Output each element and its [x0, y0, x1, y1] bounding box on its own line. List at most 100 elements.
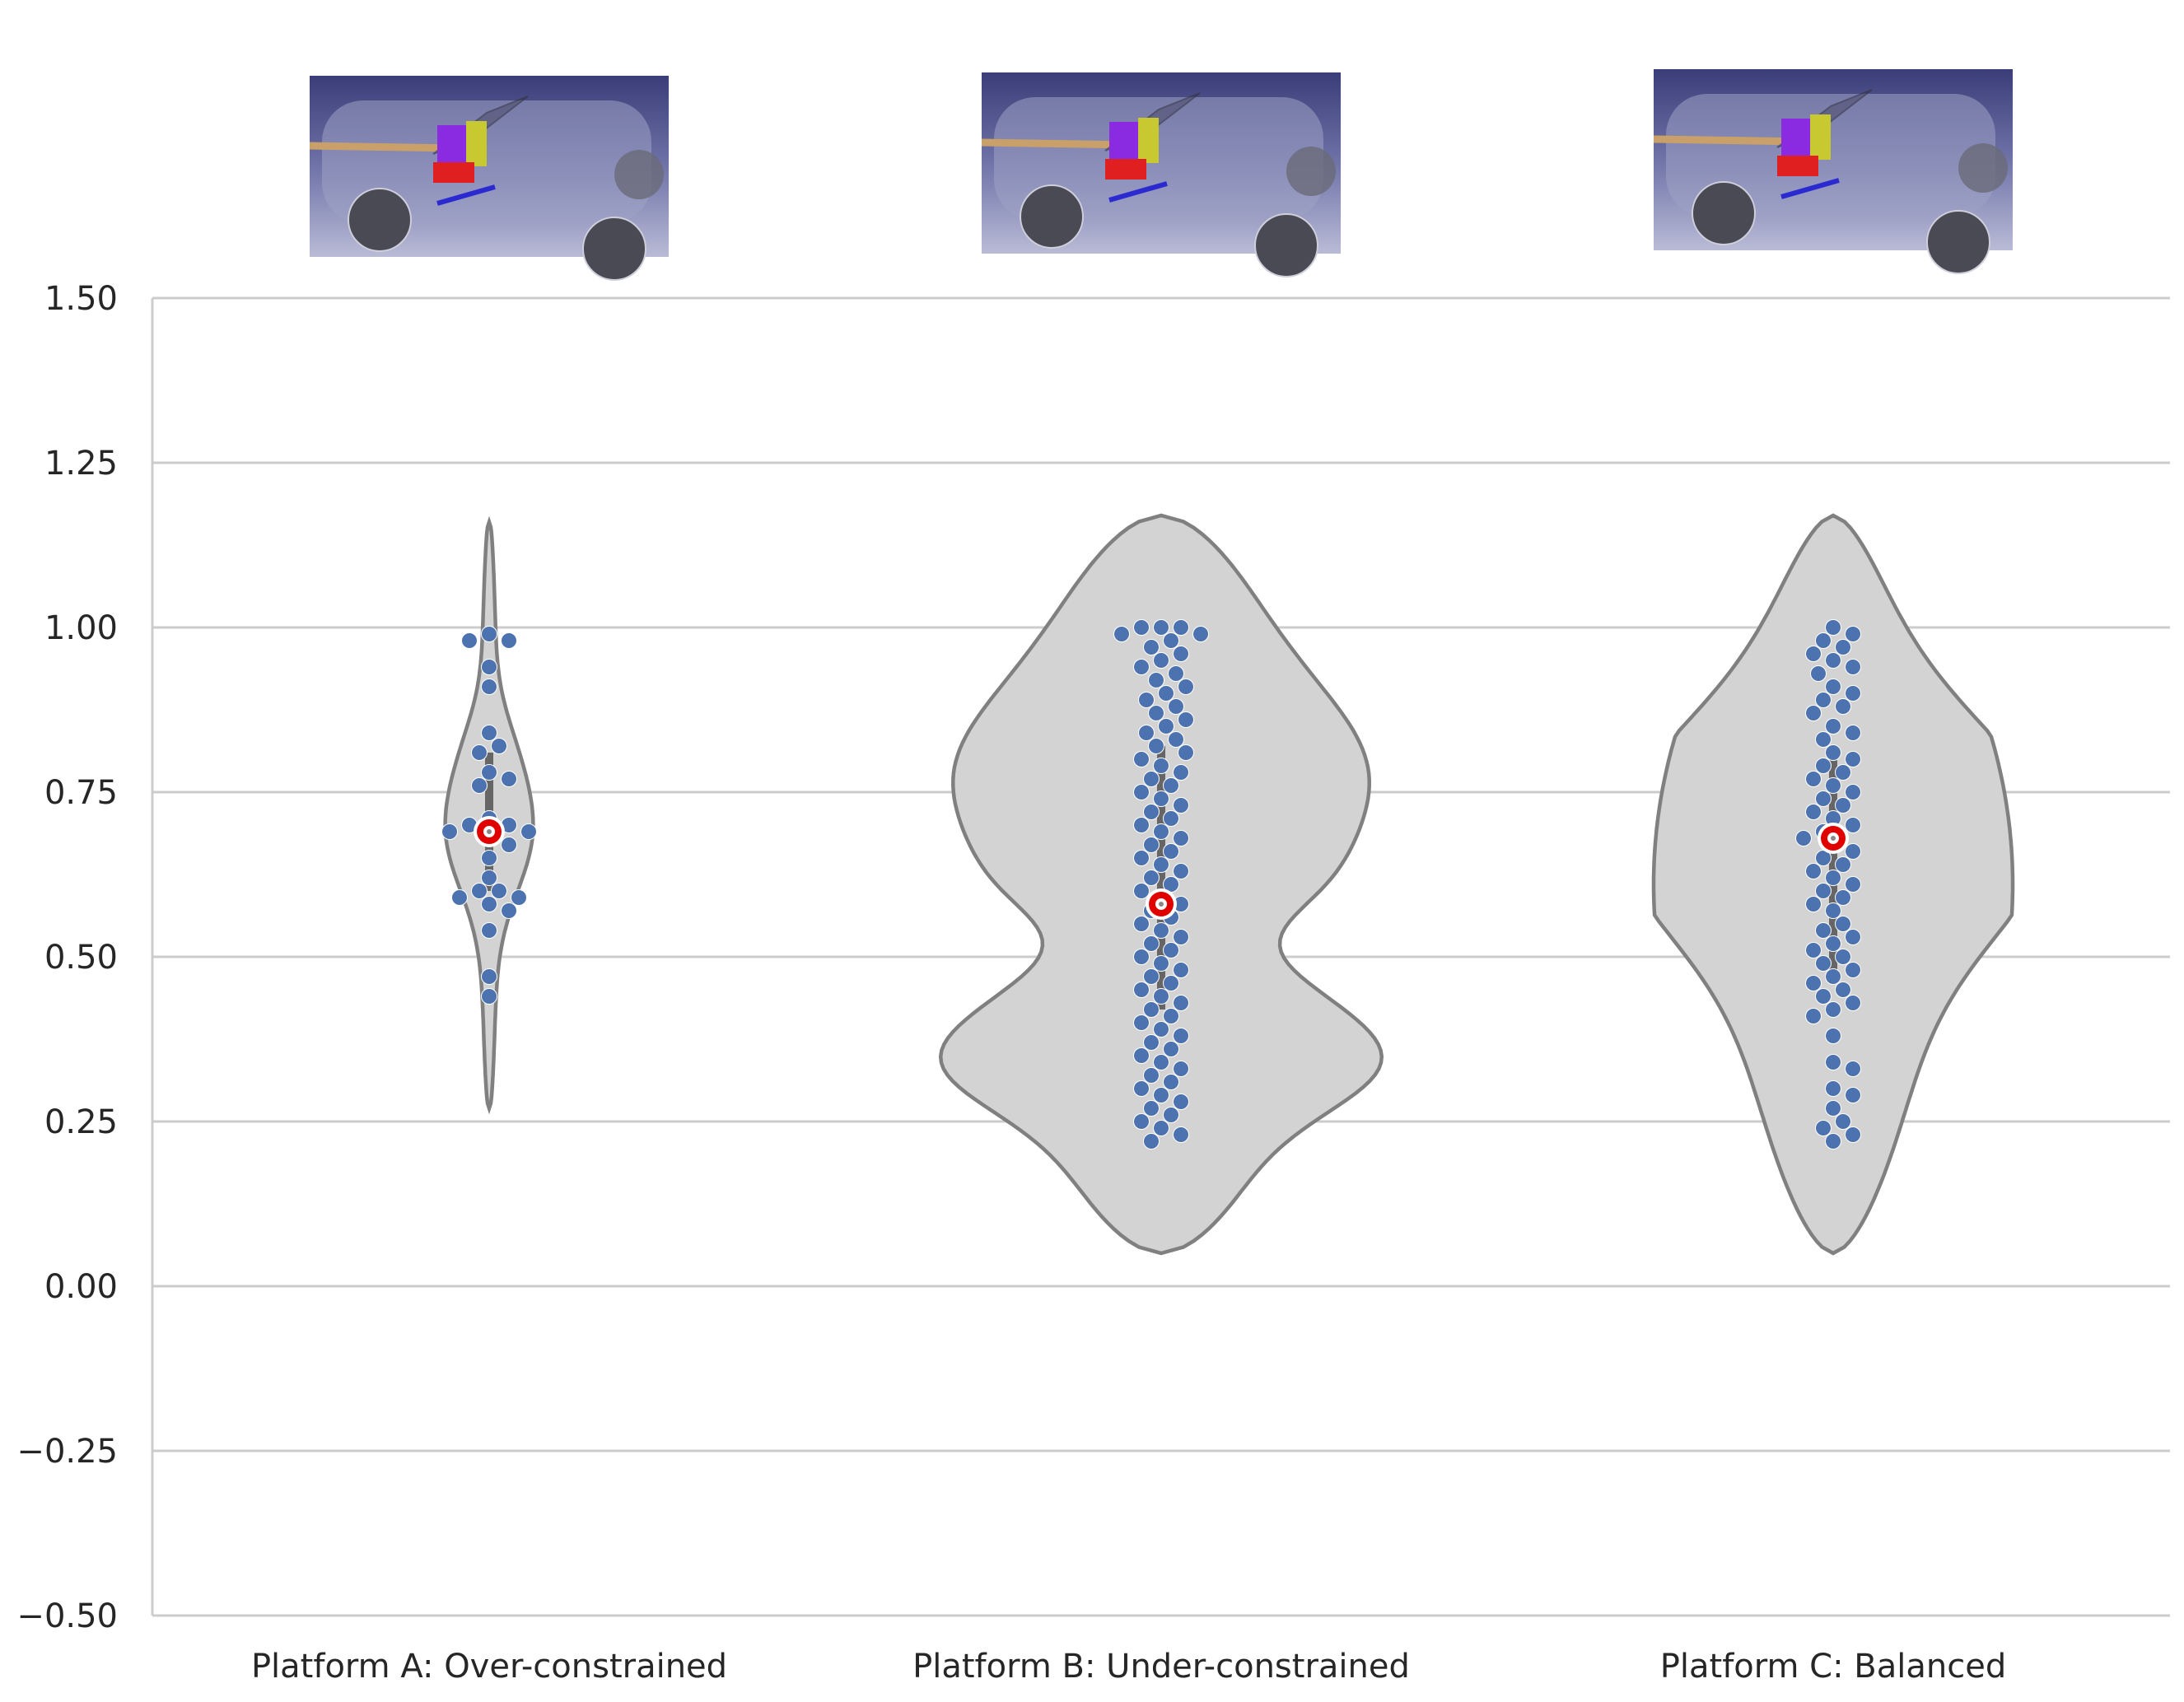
- data-point: [1845, 1061, 1861, 1077]
- median-marker-dot: [1831, 836, 1836, 841]
- data-point: [481, 988, 497, 1005]
- data-point: [1173, 619, 1189, 636]
- data-point: [481, 968, 497, 985]
- data-point: [1845, 725, 1861, 741]
- data-point: [1153, 619, 1169, 636]
- data-point: [1113, 626, 1130, 642]
- data-point: [501, 771, 517, 787]
- data-point: [1810, 665, 1827, 682]
- data-point: [1143, 1034, 1160, 1051]
- y-tick-label: −0.50: [16, 1597, 118, 1635]
- data-point: [1825, 744, 1841, 761]
- data-point: [461, 632, 478, 649]
- data-point: [1825, 1001, 1841, 1018]
- data-point: [1163, 975, 1179, 991]
- data-point: [491, 738, 507, 754]
- data-point: [1845, 784, 1861, 800]
- data-point: [1173, 1061, 1189, 1077]
- data-point: [1148, 672, 1164, 688]
- y-tick-label: 1.25: [44, 445, 118, 483]
- data-point: [1805, 942, 1822, 958]
- data-point: [511, 889, 527, 906]
- data-point: [1192, 626, 1209, 642]
- data-point: [1835, 764, 1851, 781]
- data-point: [481, 870, 497, 886]
- violins: [443, 513, 2015, 1256]
- data-point: [1835, 698, 1851, 715]
- data-point: [1143, 1001, 1160, 1018]
- data-point: [481, 678, 497, 695]
- data-point: [1173, 1126, 1189, 1143]
- data-point: [1845, 659, 1861, 675]
- data-point: [1815, 988, 1832, 1005]
- data-point: [1845, 1126, 1861, 1143]
- data-point: [1153, 922, 1169, 939]
- data-point: [1153, 1120, 1169, 1136]
- y-tick-label: 0.25: [44, 1103, 118, 1141]
- data-point: [481, 850, 497, 866]
- data-point: [1825, 968, 1841, 985]
- data-point: [1845, 876, 1861, 893]
- data-point: [1153, 1087, 1169, 1103]
- data-point: [1143, 639, 1160, 655]
- data-point: [1133, 751, 1150, 767]
- data-point: [1815, 632, 1832, 649]
- data-point: [1143, 1067, 1160, 1084]
- data-point: [1845, 995, 1861, 1011]
- data-point: [441, 823, 458, 840]
- data-point: [1835, 916, 1851, 932]
- data-point: [1133, 850, 1150, 866]
- data-point: [1148, 738, 1164, 754]
- data-point: [1825, 902, 1841, 919]
- data-point: [1825, 1133, 1841, 1149]
- data-point: [1845, 929, 1861, 945]
- x-tick-label: Platform A: Over-constrained: [251, 1648, 727, 1686]
- data-point: [1825, 1028, 1841, 1044]
- data-point: [1825, 619, 1841, 636]
- data-point: [1825, 870, 1841, 886]
- data-point: [1795, 830, 1812, 846]
- data-point: [501, 837, 517, 853]
- data-point: [1805, 1008, 1822, 1024]
- data-point: [1133, 883, 1150, 899]
- data-point: [1805, 705, 1822, 721]
- data-point: [1163, 1107, 1179, 1123]
- data-point: [1815, 790, 1832, 807]
- data-point: [1143, 968, 1160, 985]
- data-point: [1845, 1087, 1861, 1103]
- data-point: [1133, 1113, 1150, 1130]
- data-point: [1173, 797, 1189, 814]
- x-tick-label: Platform C: Balanced: [1660, 1648, 2006, 1686]
- data-point: [1825, 1100, 1841, 1117]
- data-point: [1163, 1041, 1179, 1057]
- data-point: [1178, 744, 1194, 761]
- data-point: [1805, 863, 1822, 879]
- data-point: [1133, 1047, 1150, 1064]
- data-point: [1835, 797, 1851, 814]
- platform-b-render: [981, 72, 1341, 277]
- data-point: [1173, 863, 1189, 879]
- data-point: [1133, 1014, 1150, 1031]
- data-point: [1138, 692, 1155, 708]
- data-point: [1845, 962, 1861, 978]
- data-point: [1143, 837, 1160, 853]
- data-point: [481, 896, 497, 912]
- x-tick-label: Platform B: Under-constrained: [912, 1648, 1410, 1686]
- data-point: [1173, 995, 1189, 1011]
- y-tick-label: 1.50: [44, 280, 118, 318]
- data-point: [501, 902, 517, 919]
- median-marker-dot: [1159, 902, 1164, 907]
- data-point: [1138, 725, 1155, 741]
- tick-labels: −0.50 −0.25 0.00 0.25 0.50 0.75 1.00 1.25 1.50 Pl…: [16, 280, 2006, 1686]
- median-markers: [474, 816, 1849, 920]
- data-point: [1133, 817, 1150, 833]
- data-point: [1133, 784, 1150, 800]
- data-point: [1163, 810, 1179, 827]
- data-point: [1153, 988, 1169, 1005]
- data-point: [1133, 982, 1150, 998]
- data-point: [1158, 685, 1174, 702]
- data-point: [1133, 916, 1150, 932]
- data-point: [1805, 771, 1822, 787]
- data-point: [1178, 711, 1194, 728]
